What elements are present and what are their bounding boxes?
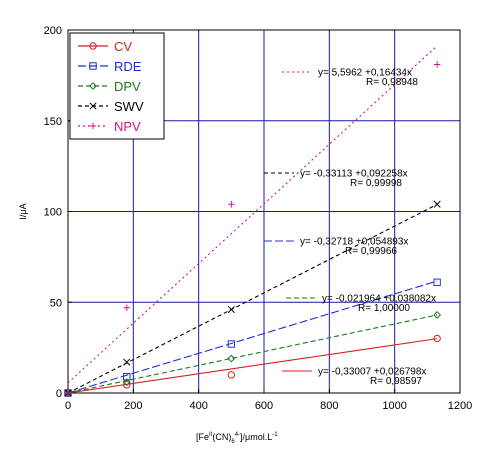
x-tick-label: 400 [189, 400, 207, 412]
x-axis-label-part: [Fe [196, 432, 209, 442]
fit-line-dpv [67, 314, 438, 394]
legend-label-dpv: DPV [114, 79, 141, 94]
fit-r-value-dpv: R= 1,00000 [358, 303, 410, 314]
y-axis-label: I/μA [18, 203, 28, 219]
fit-line-swv [67, 203, 438, 394]
fit-line-rde [67, 280, 438, 394]
x-axis-label-sup: -1 [272, 432, 278, 438]
data-point-rde [433, 278, 441, 286]
y-tick-label: 150 [44, 116, 62, 128]
data-point-npv [64, 389, 72, 397]
grid [68, 30, 460, 393]
fit-r-value-cv: R= 0,98597 [370, 376, 422, 387]
x-axis-label-sub: 6 [231, 439, 235, 445]
data-point-cv [227, 371, 236, 379]
data-point-rde [123, 372, 131, 381]
x-axis-label: [FeII(CN)64-]/μmol.L-1 [196, 432, 278, 445]
fit-equation-dpv: y= -0,021964 +0,038082x [322, 294, 436, 305]
legend-marker-swv [89, 102, 97, 110]
legend-marker-rde [89, 62, 97, 70]
data-point-dpv [433, 311, 442, 319]
fit-r-value-rde: R= 0,99966 [345, 246, 397, 257]
x-axis-label-part: (CN) [212, 432, 231, 442]
data-point-rde [227, 340, 236, 348]
fit-equation-rde: y= -0,32718 +0,054893x [300, 237, 408, 248]
x-tick-label: 200 [124, 400, 142, 412]
legend: CV RDE DPV SWV NPV [69, 32, 165, 140]
fit-line-npv [67, 45, 438, 384]
legend-marker-dpv [89, 82, 97, 90]
fit-r-value-npv: R= 0,98948 [366, 77, 418, 88]
data-point-cv [433, 334, 441, 343]
x-tick-label: 1200 [448, 400, 472, 412]
data-point-npv [123, 304, 130, 311]
x-tick-label: 0 [65, 400, 71, 412]
y-tick-label: 100 [44, 207, 62, 219]
x-axis-label-sup: 4- [235, 432, 240, 438]
data-point-swv [123, 358, 131, 366]
legend-label-rde: RDE [114, 59, 142, 74]
data-point-cv [123, 381, 131, 389]
data-points [64, 61, 442, 397]
x-tick-label: 800 [320, 400, 338, 412]
data-point-dpv [122, 378, 131, 387]
x-tick-label: 600 [255, 400, 273, 412]
data-point-dpv [227, 354, 236, 363]
fit-equation-swv: y= -0,33113 +0,092258x [300, 169, 408, 180]
fit-equation-npv: y= 5,5962 +0,16434x [318, 68, 412, 79]
y-tick-label: 50 [50, 297, 62, 309]
legend-marker-npv [89, 122, 97, 130]
legend-marker-cv [89, 42, 97, 50]
x-axis-label-part: ]/μmol.L [240, 432, 272, 442]
legend-label-cv: CV [114, 39, 132, 54]
axis-ticks: 0 200 400 600 800 1000 1200 0 50 100 150 200 [44, 25, 473, 412]
legend-box [69, 32, 165, 140]
data-point-npv [228, 201, 235, 208]
y-tick-label: 0 [56, 388, 62, 400]
fit-r-value-swv: R= 0,99998 [350, 178, 402, 189]
legend-label-npv: NPV [114, 119, 141, 134]
data-point-swv [433, 200, 441, 208]
data-point-swv [227, 305, 235, 314]
x-axis-label-sup: II [209, 432, 213, 438]
y-tick-label: 200 [44, 25, 62, 37]
x-tick-label: 1000 [382, 400, 406, 412]
fit-equation-cv: y= -0,33007 +0,026798x [318, 367, 426, 378]
legend-label-swv: SWV [114, 99, 144, 114]
data-point-npv [433, 61, 441, 68]
